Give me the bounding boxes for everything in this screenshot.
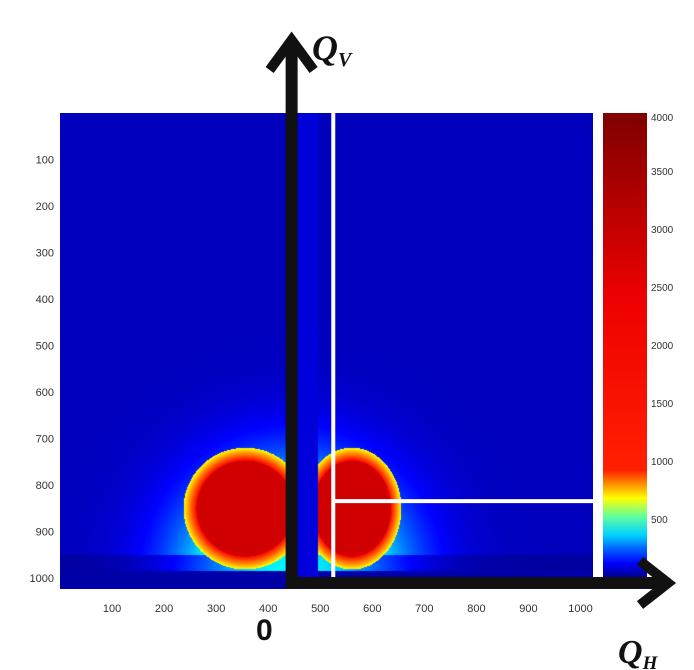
x-tick-labels: 100 200 300 400 500 600 700 800 900 1000 [103,603,593,615]
y-tick-label: 1000 [30,573,54,585]
y-tick-label: 900 [36,526,54,538]
colorbar-ticks: 4000 3500 3000 2500 2000 1500 1000 500 [651,113,674,526]
x-tick-label: 700 [415,603,433,615]
colorbar-tick-label: 500 [651,515,668,526]
origin-label: 0 [256,614,273,647]
y-tick-labels: 100 200 300 400 500 600 700 800 900 1000 [30,154,54,584]
y-tick-label: 400 [36,294,54,306]
qv-arrowhead [265,31,318,73]
x-tick-label: 300 [207,603,225,615]
y-tick-label: 600 [36,387,54,399]
x-tick-label: 400 [259,603,277,615]
x-tick-label: 100 [103,603,121,615]
x-tick-label: 500 [311,603,329,615]
y-tick-label: 200 [36,201,54,213]
y-tick-label: 300 [36,247,54,259]
colorbar-tick-label: 1000 [651,457,674,468]
x-tick-label: 1000 [568,603,592,615]
x-tick-label: 600 [363,603,381,615]
heatmap-canvas [60,113,593,589]
qv-axis-label: QV [312,28,353,71]
colorbar-tick-label: 3000 [651,225,674,236]
colorbar-tick-label: 3500 [651,167,674,178]
y-tick-label: 500 [36,340,54,352]
colorbar-tick-label: 4000 [651,113,674,124]
qh-arrowhead [636,557,677,609]
x-tick-label: 800 [467,603,485,615]
colorbar-tick-label: 2000 [651,341,674,352]
colorbar [603,113,647,577]
colorbar-tick-label: 1500 [651,399,674,410]
heatmap-area [60,113,593,589]
overlay-lines [331,113,597,589]
qh-axis-label: QH [618,634,659,670]
x-tick-label: 900 [519,603,537,615]
y-tick-label: 800 [36,480,54,492]
x-tick-label: 200 [155,603,173,615]
y-tick-label: 100 [36,154,54,166]
colorbar-tick-label: 2500 [651,283,674,294]
axis-arrows [265,31,677,609]
y-tick-label: 700 [36,433,54,445]
